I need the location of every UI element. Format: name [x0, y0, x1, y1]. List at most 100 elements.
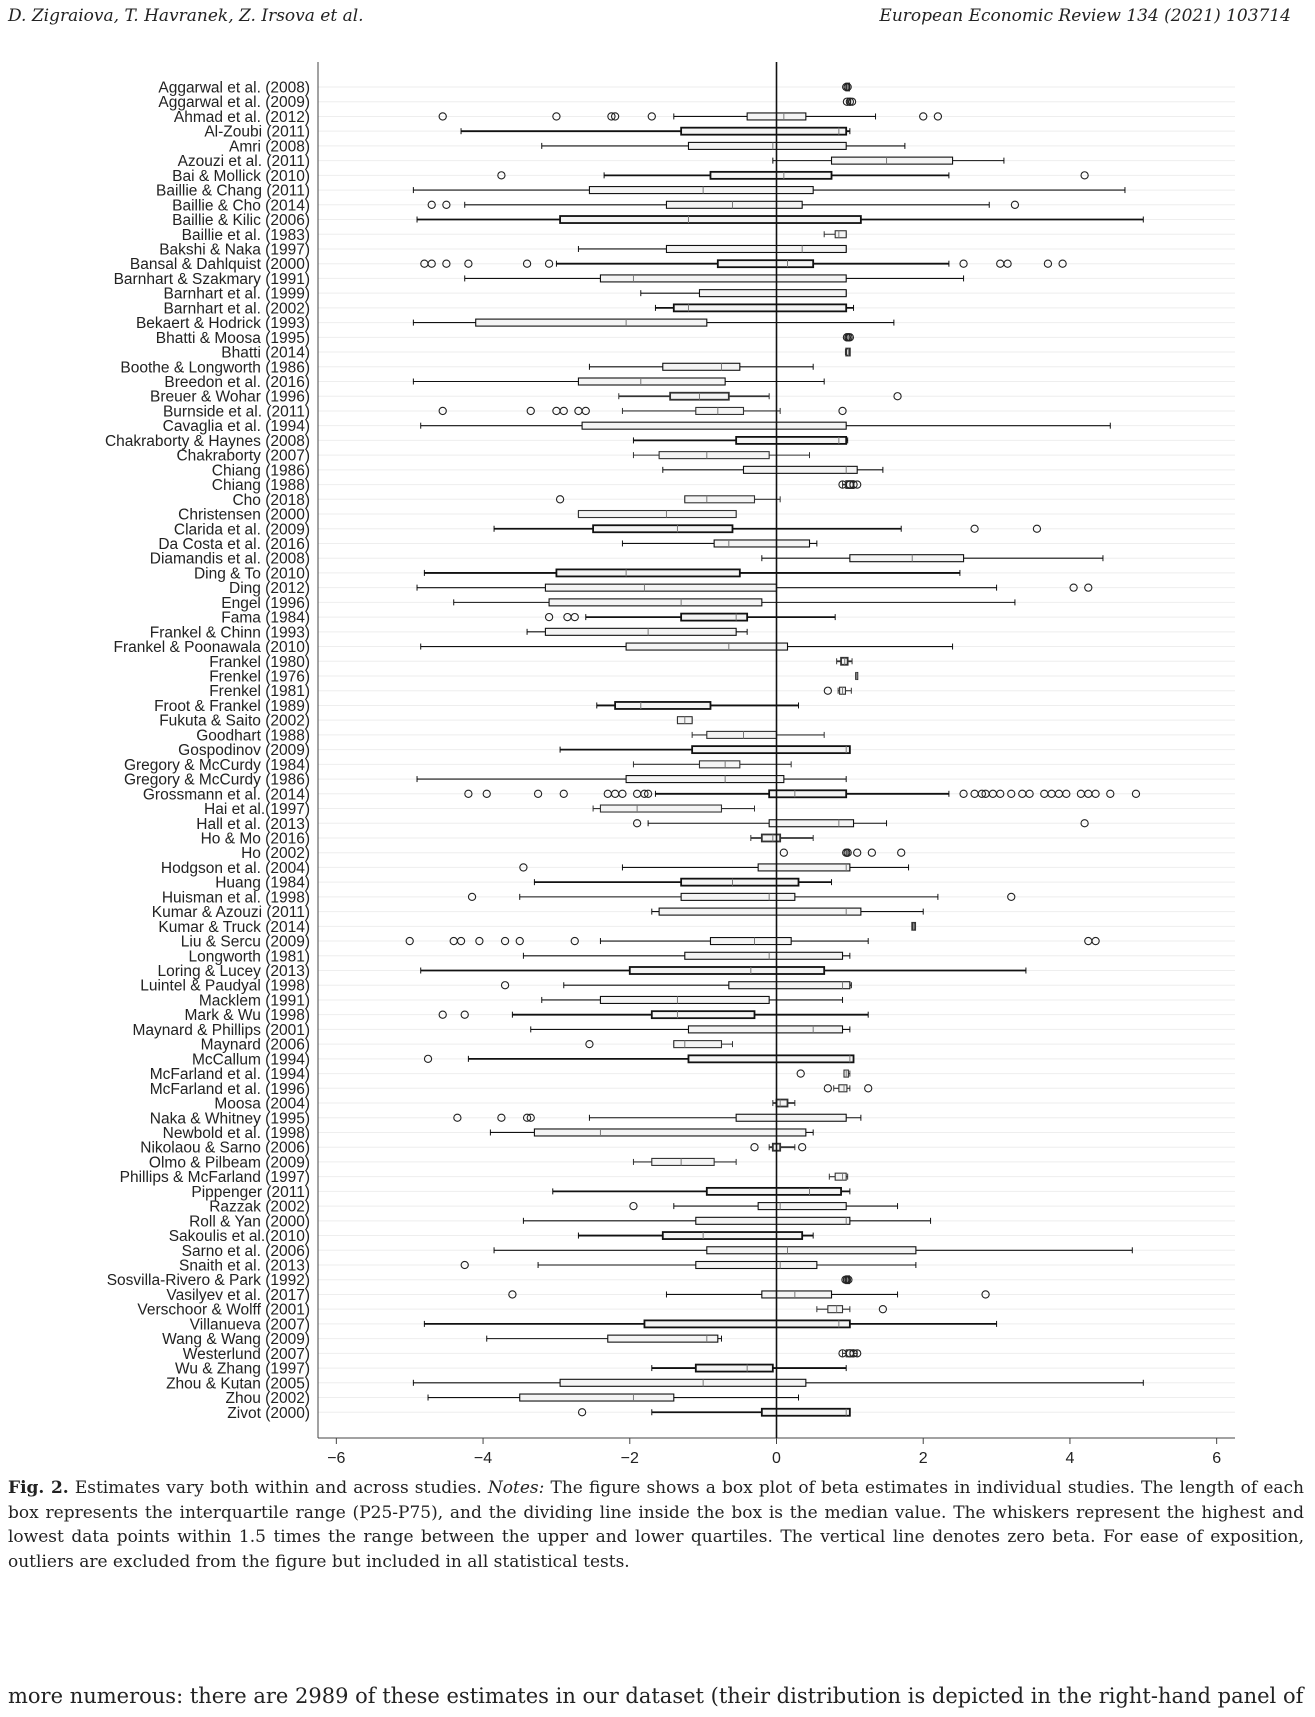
outlier-point: [1084, 583, 1093, 592]
iqr-box: [680, 892, 796, 901]
iqr-box: [694, 1363, 774, 1373]
outlier-point: [1069, 583, 1078, 592]
study-label: Pippenger (2011): [191, 1184, 310, 1201]
iqr-box: [577, 509, 737, 519]
outlier-point: [460, 1010, 469, 1019]
x-tick-label: 0: [772, 1450, 781, 1467]
study-label: Baillie & Cho (2014): [172, 197, 310, 214]
iqr-box: [827, 1305, 844, 1314]
outlier-point: [467, 892, 477, 902]
iqr-box: [768, 789, 848, 799]
caption-notes-label: Notes:: [487, 1478, 545, 1498]
study-label: Moosa (2004): [214, 1096, 310, 1113]
outlier-point: [453, 1113, 462, 1122]
iqr-box: [658, 451, 770, 460]
study-label: Hall et al. (2013): [196, 816, 310, 833]
outlier-point: [959, 789, 968, 798]
study-label: Phillips & McFarland (1997): [120, 1169, 310, 1186]
study-label: Macklem (1991): [199, 992, 310, 1009]
outlier-point: [438, 406, 447, 416]
study-label: Zhou & Kutan (2005): [166, 1375, 310, 1392]
outlier-point: [552, 112, 561, 121]
x-tick-label: −6: [327, 1450, 345, 1467]
study-label: Azouzi et al. (2011): [178, 153, 310, 170]
iqr-box: [691, 745, 851, 755]
study-label: Maynard & Phillips (2001): [133, 1022, 310, 1039]
study-label: Olmo & Pilbeam (2009): [149, 1154, 310, 1171]
outlier-point: [1062, 789, 1071, 798]
outlier-point: [843, 82, 852, 92]
outlier-point: [632, 819, 642, 828]
outlier-point: [570, 936, 579, 946]
study-label: Gregory & McCurdy (1986): [124, 772, 310, 789]
outlier-point: [1080, 819, 1089, 828]
iqr-box: [628, 966, 826, 975]
outlier-point: [577, 1408, 587, 1417]
study-label: Roll & Yan (2000): [189, 1213, 310, 1230]
study-label: Gregory & McCurdy (1984): [124, 757, 310, 774]
outlier-point: [497, 1113, 506, 1122]
outlier-point: [842, 97, 852, 106]
iqr-box: [592, 524, 734, 534]
study-label: Ding & To (2010): [194, 565, 310, 582]
iqr-box: [548, 598, 763, 607]
outlier-point: [500, 981, 510, 990]
outlier-point: [845, 97, 855, 106]
outlier-point: [544, 259, 554, 268]
outlier-point: [647, 112, 656, 121]
study-label: Ho & Mo (2016): [201, 830, 310, 847]
iqr-box: [643, 1319, 851, 1329]
study-label: Engel (1996): [221, 595, 310, 612]
study-label: Christensen (2000): [178, 507, 310, 524]
outlier-point: [438, 1010, 447, 1019]
study-label: Grossmann et al. (2014): [143, 786, 310, 803]
study-label: Kumar & Azouzi (2011): [152, 904, 310, 921]
outlier-point: [798, 1143, 807, 1152]
iqr-box: [650, 1010, 756, 1020]
iqr-box: [705, 1186, 842, 1196]
iqr-box: [672, 303, 848, 313]
iqr-box: [760, 833, 782, 843]
iqr-box: [533, 1128, 807, 1137]
outlier-point: [823, 1084, 833, 1093]
iqr-box: [684, 951, 844, 960]
outlier-point: [1058, 259, 1067, 268]
outlier-point: [508, 1290, 517, 1299]
study-label: Chiang (1986): [212, 462, 310, 479]
outlier-point: [977, 789, 987, 798]
study-label: Longworth (1981): [189, 948, 311, 965]
study-label: Frankel & Poonawala (2010): [114, 639, 310, 656]
study-label: Barnhart & Szakmary (1991): [114, 271, 310, 288]
x-tick-label: 6: [1212, 1450, 1221, 1467]
outlier-point: [515, 936, 524, 946]
study-label: Gospodinov (2009): [178, 742, 310, 759]
outlier-point: [610, 112, 620, 121]
outlier-point: [849, 1349, 858, 1358]
study-label: Barnhart et al. (2002): [164, 300, 310, 317]
study-label: Cho (2018): [232, 492, 310, 509]
study-label: Sakoulis et al.(2010): [169, 1228, 310, 1245]
outlier-point: [1091, 936, 1100, 946]
study-label: Amri (2008): [229, 138, 310, 155]
iqr-box: [775, 1098, 789, 1108]
iqr-box: [830, 156, 954, 165]
outlier-point: [1010, 200, 1020, 209]
running-header-journal: European Economic Review 134 (2021) 1037…: [879, 6, 1291, 26]
iqr-box: [735, 1113, 847, 1122]
outlier-point: [838, 406, 847, 416]
outlier-point: [497, 171, 506, 180]
study-label: Baillie & Chang (2011): [156, 183, 310, 200]
iqr-box: [651, 1157, 715, 1166]
outlier-point: [970, 524, 979, 533]
study-label: Razzak (2002): [209, 1199, 310, 1216]
outlier-point: [1007, 789, 1016, 798]
outlier-point: [843, 848, 852, 857]
outlier-point: [438, 112, 447, 121]
study-label: Luintel & Paudyal (1998): [140, 978, 310, 995]
outlier-point: [1080, 171, 1089, 180]
study-label: Barnhart et al. (1999): [164, 286, 310, 303]
iqr-box: [607, 1334, 719, 1343]
iqr-box: [475, 318, 708, 327]
iqr-box: [728, 981, 851, 990]
study-label: Aggarwal et al. (2009): [158, 94, 310, 111]
